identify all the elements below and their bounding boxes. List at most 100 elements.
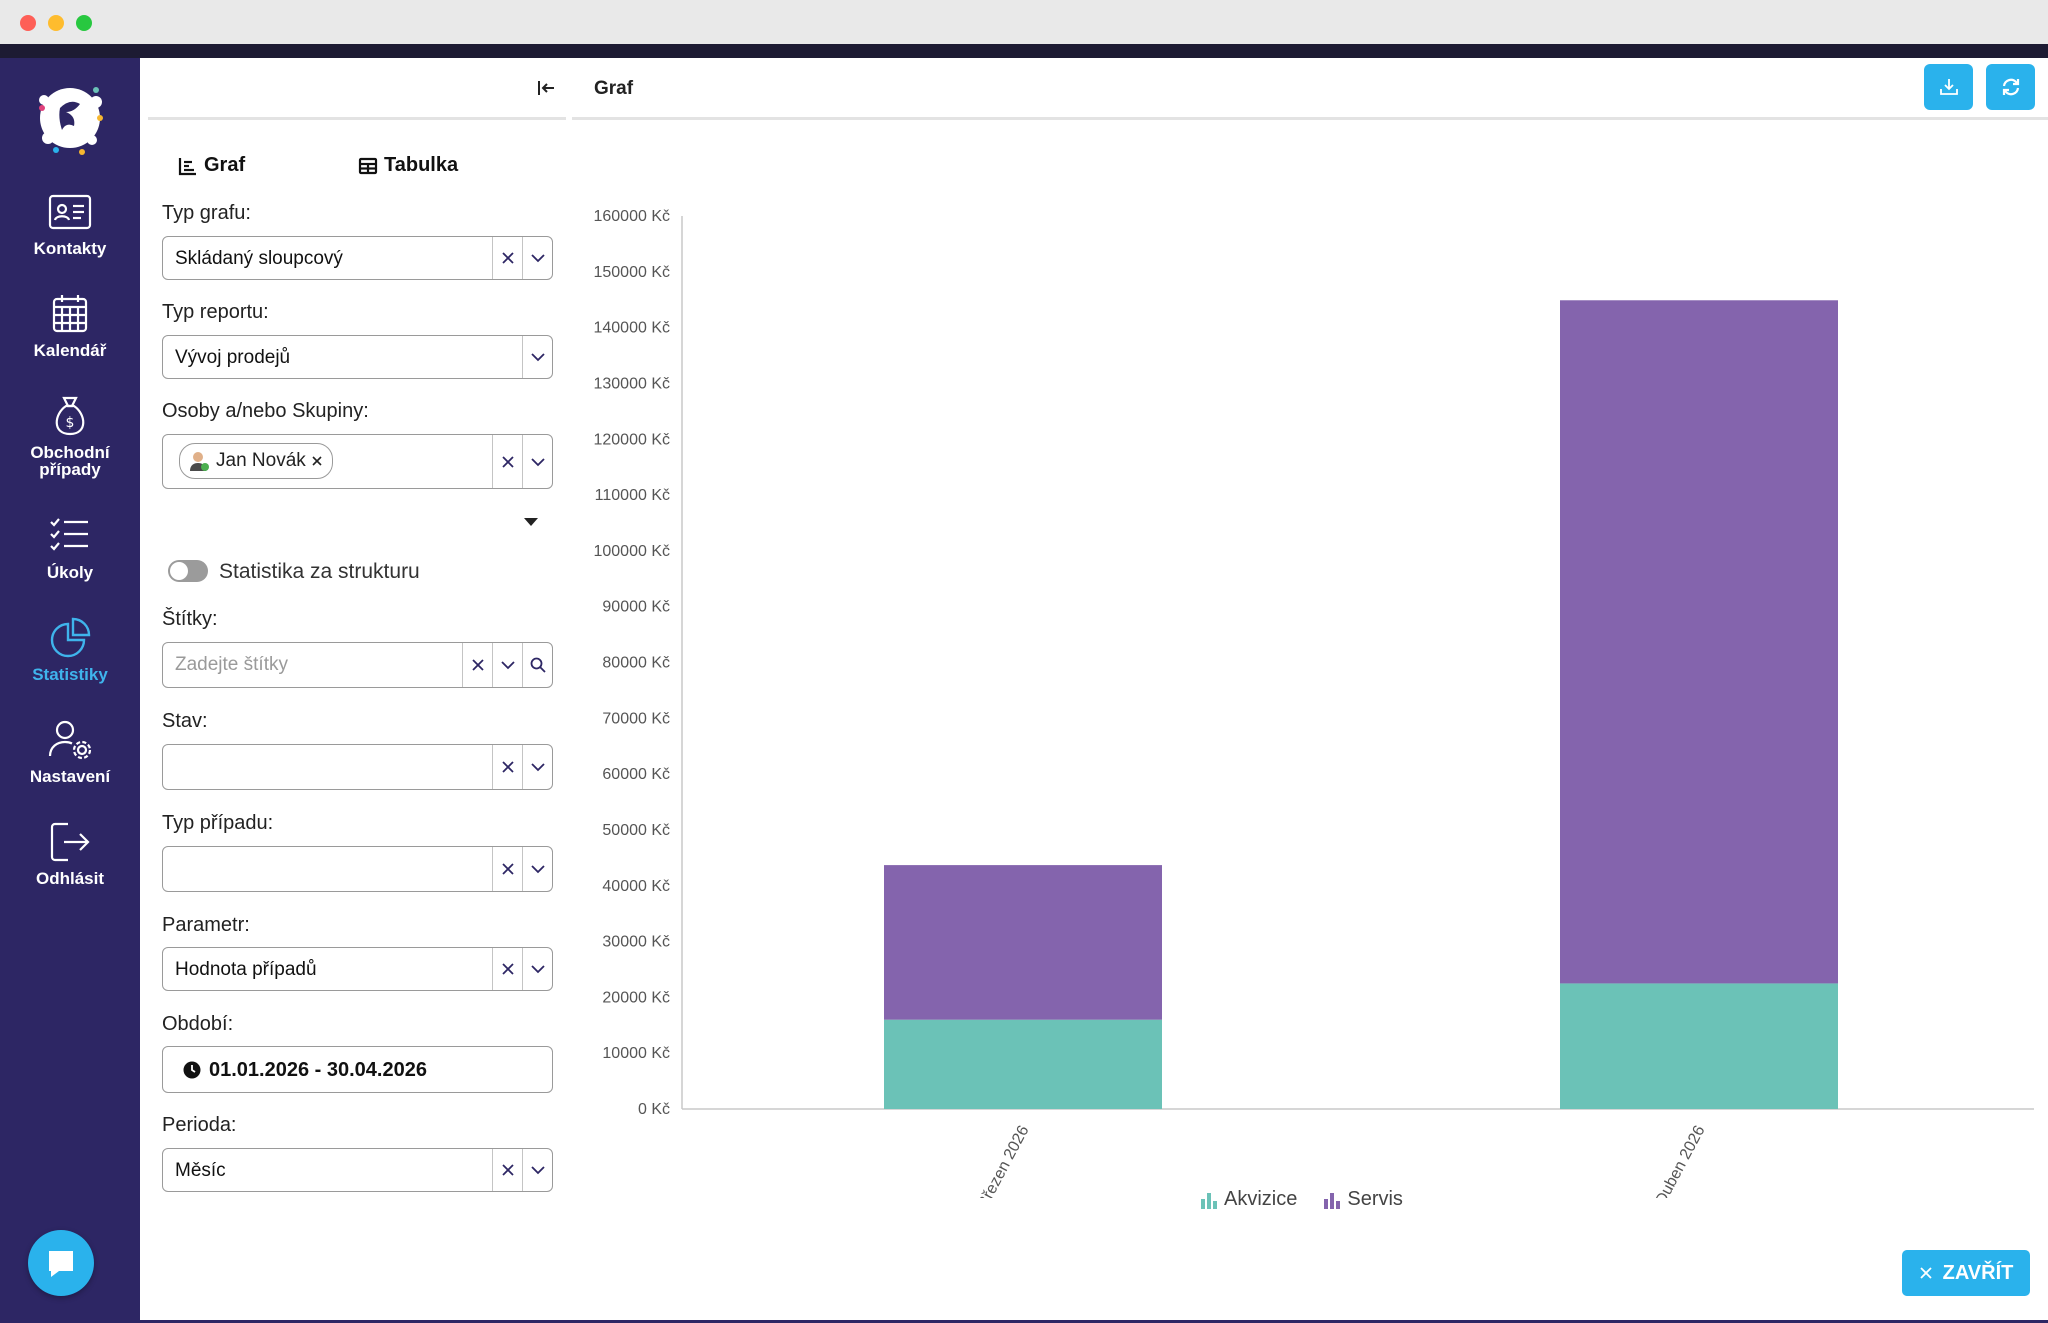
refresh-icon	[2002, 78, 2019, 96]
interval-dropdown-button[interactable]	[522, 1149, 552, 1191]
stacked-bar-chart: 0 Kč 10000 Kč 20000 Kč 30000 Kč 40000 Kč 5000…	[593, 208, 2034, 1198]
close-icon	[501, 761, 514, 773]
sidebar-item-kalendar[interactable]: Kalendář	[0, 290, 140, 359]
download-button[interactable]	[1924, 64, 1973, 110]
window-minimize-button[interactable]	[48, 15, 64, 31]
legend-item-akvizice[interactable]: Akvizice	[1200, 1188, 1297, 1211]
chevron-down-icon	[530, 353, 545, 362]
bar-servis-0	[884, 865, 1162, 1020]
period-date-range[interactable]: 01.01.2026 - 30.04.2026	[162, 1046, 553, 1093]
table-icon	[358, 157, 378, 174]
expand-more-caret-icon[interactable]	[524, 518, 538, 526]
legend-label: Akvizice	[1224, 1188, 1298, 1210]
clear-persons-button[interactable]	[492, 435, 522, 488]
window-maximize-button[interactable]	[76, 15, 92, 31]
bar-chart-icon	[178, 157, 196, 175]
sidebar-item-nastaveni[interactable]: Nastavení	[0, 716, 140, 785]
chart-title: Graf	[594, 78, 634, 99]
parameter-select[interactable]: Hodnota případů	[162, 947, 553, 991]
sidebar-item-label: Nastavení	[29, 767, 111, 786]
legend-item-servis[interactable]: Servis	[1323, 1188, 1403, 1211]
structure-toggle[interactable]	[168, 560, 208, 582]
chevron-down-icon	[530, 1166, 545, 1175]
tags-search-button[interactable]	[522, 643, 552, 687]
sidebar-item-odhlasit[interactable]: Odhlásit	[0, 818, 140, 887]
persons-dropdown-button[interactable]	[522, 435, 552, 488]
bar-akvizice-0	[884, 1019, 1162, 1109]
clear-chart-type-button[interactable]	[492, 237, 522, 279]
period-value: 01.01.2026 - 30.04.2026	[209, 1059, 427, 1081]
interval-label: Perioda:	[162, 1114, 237, 1136]
chart-type-select[interactable]: Skládaný sloupcový	[162, 236, 553, 280]
tags-placeholder: Zadejte štítky	[175, 654, 288, 675]
close-button-label: ZAVŘÍT	[1942, 1261, 2014, 1284]
app-logo[interactable]	[30, 78, 110, 158]
report-type-select[interactable]: Vývoj prodejů	[162, 335, 553, 379]
chart-header: Graf	[572, 58, 2048, 120]
refresh-button[interactable]	[1986, 64, 2035, 110]
clear-interval-button[interactable]	[492, 1149, 522, 1191]
close-icon	[1919, 1267, 1932, 1279]
chevron-down-icon	[530, 457, 545, 466]
chevron-down-icon	[530, 254, 545, 263]
interval-select[interactable]: Měsíc	[162, 1148, 553, 1192]
chevron-down-icon	[530, 763, 545, 772]
y-tick-label: 40000 Kč	[602, 878, 670, 895]
chart-type-value: Skládaný sloupcový	[175, 248, 343, 269]
tags-input[interactable]: Zadejte štítky	[162, 642, 553, 688]
case-type-dropdown-button[interactable]	[522, 847, 552, 891]
svg-text:$: $	[66, 415, 75, 431]
clear-case-type-button[interactable]	[492, 847, 522, 891]
collapse-panel-icon[interactable]	[536, 78, 556, 98]
chat-button[interactable]	[28, 1230, 94, 1296]
close-icon	[501, 963, 514, 975]
pie-chart-icon	[50, 617, 91, 658]
y-tick-label: 110000 Kč	[595, 487, 670, 504]
clear-tags-button[interactable]	[462, 643, 492, 687]
case-type-label: Typ případu:	[162, 812, 274, 834]
main-content: Graf Tabulka Typ grafu: Skládaný sloupco…	[140, 58, 2048, 1320]
legend-bar-icon	[1201, 1192, 1217, 1209]
y-tick-label: 50000 Kč	[602, 822, 670, 839]
chart-type-dropdown-button[interactable]	[522, 237, 552, 279]
chip-remove-icon[interactable]	[312, 456, 322, 466]
person-chip: Jan Novák	[179, 443, 333, 479]
sidebar-item-statistiky[interactable]: Statistiky	[0, 614, 140, 683]
close-icon	[501, 863, 514, 875]
tab-tabulka-label: Tabulka	[384, 154, 459, 176]
sidebar-item-ukoly[interactable]: Úkoly	[0, 512, 140, 581]
tags-dropdown-button[interactable]	[492, 643, 522, 687]
state-dropdown-button[interactable]	[522, 745, 552, 789]
window-close-button[interactable]	[20, 15, 36, 31]
logout-icon	[50, 822, 90, 862]
sidebar-item-label: Odhlásit	[35, 869, 104, 888]
period-label: Období:	[162, 1013, 234, 1035]
y-tick-label: 150000 Kč	[593, 264, 670, 281]
y-tick-label: 140000 Kč	[593, 320, 670, 337]
y-tick-label: 20000 Kč	[602, 989, 670, 1006]
clear-parameter-button[interactable]	[492, 948, 522, 990]
x-tick-label: Březen 2026	[975, 1123, 1033, 1198]
clear-state-button[interactable]	[492, 745, 522, 789]
parameter-dropdown-button[interactable]	[522, 948, 552, 990]
filter-panel-header	[148, 58, 566, 120]
x-tick-label: Duben 2026	[1653, 1123, 1709, 1198]
sidebar-item-label: Obchodní případy	[30, 443, 110, 479]
close-button[interactable]: ZAVŘÍT	[1902, 1250, 2030, 1296]
user-avatar-icon	[190, 452, 209, 471]
structure-toggle-label: Statistika za strukturu	[219, 560, 420, 583]
contact-card-icon	[48, 194, 92, 230]
chevron-down-icon	[500, 661, 515, 670]
tab-graf[interactable]: Graf	[178, 154, 245, 177]
sidebar-item-label: Kalendář	[33, 341, 107, 360]
legend-label: Servis	[1347, 1188, 1403, 1210]
report-type-label: Typ reportu:	[162, 301, 269, 323]
case-type-select[interactable]	[162, 846, 553, 892]
persons-select[interactable]: Jan Novák	[162, 434, 553, 489]
sidebar-item-obchodni-pripady[interactable]: $ Obchodní případy	[0, 392, 140, 478]
state-select[interactable]	[162, 744, 553, 790]
y-tick-label: 160000 Kč	[593, 208, 670, 225]
sidebar-item-kontakty[interactable]: Kontakty	[0, 188, 140, 257]
report-type-dropdown-button[interactable]	[522, 336, 552, 378]
tab-tabulka[interactable]: Tabulka	[358, 154, 458, 177]
